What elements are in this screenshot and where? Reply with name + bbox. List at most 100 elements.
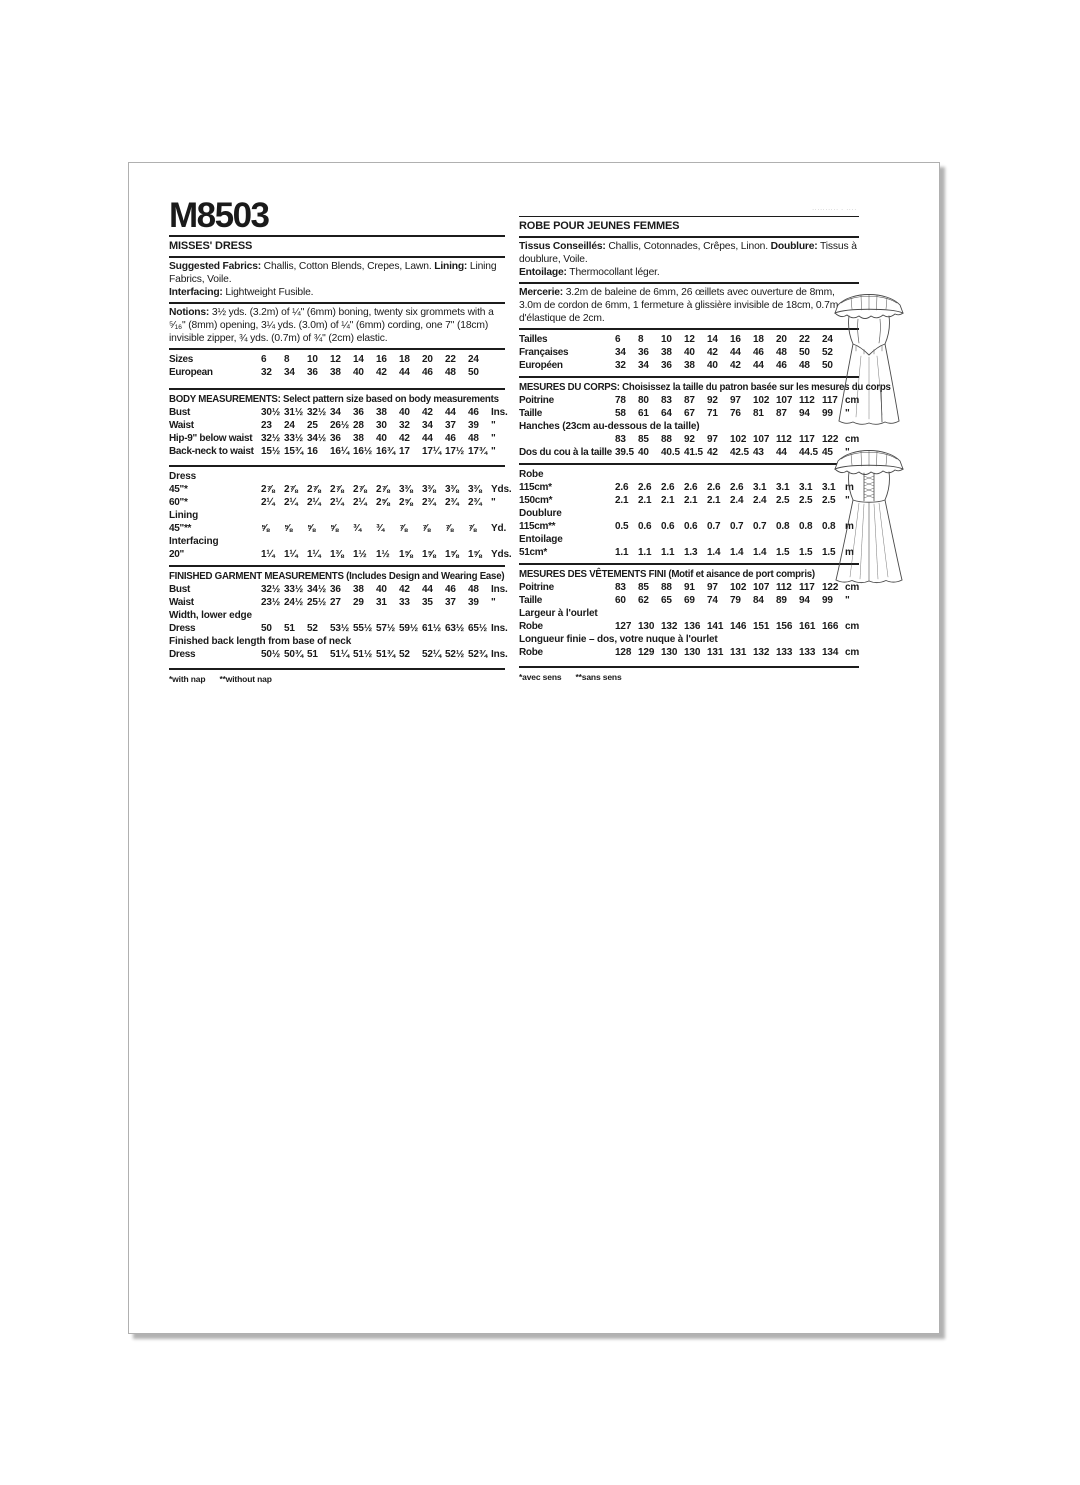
table-row: 150cm* 2.1 2.1 2.1 2.1 2.1 2.4 2.4 2.5 2.5 2.5 " <box>519 494 859 507</box>
cell-value: 34 <box>284 367 295 379</box>
cell-value: 14 <box>707 334 718 345</box>
cell-value: 85 <box>638 582 649 593</box>
cell-value: ⅝ <box>284 523 293 535</box>
entoilage-label: Entoilage: <box>519 267 567 278</box>
table-row: Waist 23 24 25 26½ 28 30 32 34 37 39 " <box>169 419 505 432</box>
cell-value: 65 <box>661 595 672 606</box>
cell-value: 1.1 <box>661 547 675 558</box>
footnote-avec-sens: *avec sens <box>519 672 562 682</box>
table-row: Tailles 6 8 10 12 14 16 18 20 22 24 <box>519 333 859 346</box>
cell-value: 48 <box>445 367 456 379</box>
row-label: Robe <box>519 621 543 632</box>
unit-label: " <box>845 495 850 506</box>
cell-value: 2¼ <box>261 497 275 509</box>
cell-value: 2.5 <box>822 495 836 506</box>
cell-value: 16¾ <box>376 446 396 458</box>
cell-value: 156 <box>776 621 793 632</box>
row-label: Dress <box>169 623 196 635</box>
footnote-with-nap: *with nap <box>169 674 206 685</box>
cell-value: 0.6 <box>661 521 675 532</box>
divider <box>169 256 505 259</box>
row-label: Dos du cou à la taille <box>519 447 612 458</box>
cell-value: 28 <box>353 420 364 432</box>
finished-measurements-table-en: FINISHED GARMENT MEASUREMENTS (Includes … <box>169 569 508 662</box>
footnote-fr: *avec sens **sans sens <box>519 672 859 682</box>
unit-label: " <box>845 447 850 458</box>
row-label: Back-neck to waist <box>169 446 254 458</box>
cell-value: 44 <box>399 367 410 379</box>
cell-value: 43 <box>753 447 764 458</box>
cell-value: 2⅝ <box>376 497 390 509</box>
body-measurements-table-en: BODY MEASUREMENTS: Select pattern size b… <box>169 392 508 459</box>
cell-value: 1½ <box>376 549 390 561</box>
cell-value: 51½ <box>353 649 373 661</box>
unit-label: " <box>491 420 496 432</box>
cell-value: 112 <box>799 395 815 406</box>
cell-value: 2.1 <box>638 495 652 506</box>
divider <box>519 463 859 465</box>
cell-value: 26½ <box>330 420 350 432</box>
cell-value: 79 <box>730 595 741 606</box>
row-label: 150cm* <box>519 495 553 506</box>
cell-value: 39.5 <box>615 447 634 458</box>
cell-value: 44 <box>422 584 433 596</box>
cell-value: 38 <box>353 584 364 596</box>
cell-value: 40 <box>638 447 649 458</box>
cell-value: 0.6 <box>638 521 652 532</box>
row-label: Poitrine <box>519 582 554 593</box>
cell-value: 78 <box>615 395 626 406</box>
unit-label: Ins. <box>491 649 508 661</box>
divider <box>169 565 505 568</box>
cell-value: 20 <box>422 354 433 366</box>
cell-value: 71 <box>707 408 718 419</box>
cell-value: 2¼ <box>284 497 298 509</box>
cell-value: 36 <box>330 433 341 445</box>
cell-value: ⅝ <box>330 523 339 535</box>
table-row: Robe <box>519 469 544 480</box>
table-row: Waist 23½ 24½ 25½ 27 29 31 33 35 37 39 " <box>169 596 505 609</box>
cell-value: 15¾ <box>284 446 304 458</box>
footnote-sans-sens: **sans sens <box>575 672 622 682</box>
cell-value: 51 <box>284 623 295 635</box>
cell-value: 52¼ <box>422 649 442 661</box>
table-row: Dos du cou à la taille 39.5 40 40.5 41.5 42 42… <box>519 446 859 459</box>
table-row: Width, lower edge <box>169 610 252 622</box>
cell-value: 81 <box>753 408 764 419</box>
cell-value: 50 <box>468 367 479 379</box>
suggested-fabrics-text: Challis, Cotton Blends, Crepes, Lawn. <box>260 261 435 273</box>
cell-value: 50 <box>822 360 833 371</box>
cell-value: 30 <box>376 420 387 432</box>
cell-value: 0.8 <box>776 521 790 532</box>
row-label: Sizes <box>169 354 194 366</box>
row-label: European <box>169 367 213 379</box>
cell-value: 1.4 <box>753 547 767 558</box>
cell-value: 2.5 <box>776 495 790 506</box>
cell-value: 133 <box>799 647 816 658</box>
cell-value: 97 <box>707 434 718 445</box>
table-row: 115cm* 2.6 2.6 2.6 2.6 2.6 2.6 3.1 3.1 3.1 3.1 m <box>519 481 859 494</box>
cell-value: 17¼ <box>422 446 442 458</box>
divider <box>169 388 505 391</box>
cell-value: 92 <box>684 434 695 445</box>
cell-value: 87 <box>684 395 695 406</box>
cell-value: 16 <box>376 354 387 366</box>
table-row: Largeur à l'ourlet <box>519 608 598 619</box>
cell-value: 27 <box>330 597 341 609</box>
cell-value: 2.5 <box>799 495 813 506</box>
body-measurements-table-fr: MESURES DU CORPS: Choisissez la taille d… <box>519 380 891 460</box>
divider <box>519 216 859 217</box>
cell-value: 2¾ <box>468 497 482 509</box>
cell-value: 55½ <box>353 623 373 635</box>
cell-value: 35 <box>422 597 433 609</box>
cell-value: 2.6 <box>615 482 629 493</box>
cell-value: 45 <box>822 447 833 458</box>
cell-value: 12 <box>330 354 341 366</box>
cell-value: 2.6 <box>684 482 698 493</box>
cell-value: 99 <box>822 595 833 606</box>
unit-label <box>491 366 505 379</box>
entoilage-text: Thermocollant léger. <box>566 267 660 278</box>
cell-value: 2⅞ <box>261 484 275 496</box>
cell-value: 1⅝ <box>422 549 436 561</box>
table-row: 45"* 2⅞ 2⅞ 2⅞ 2⅞ 2⅞ 2⅞ 3⅜ 3⅜ 3⅜ 3⅜ Yds. <box>169 483 512 496</box>
cell-value: 1¼ <box>284 549 298 561</box>
